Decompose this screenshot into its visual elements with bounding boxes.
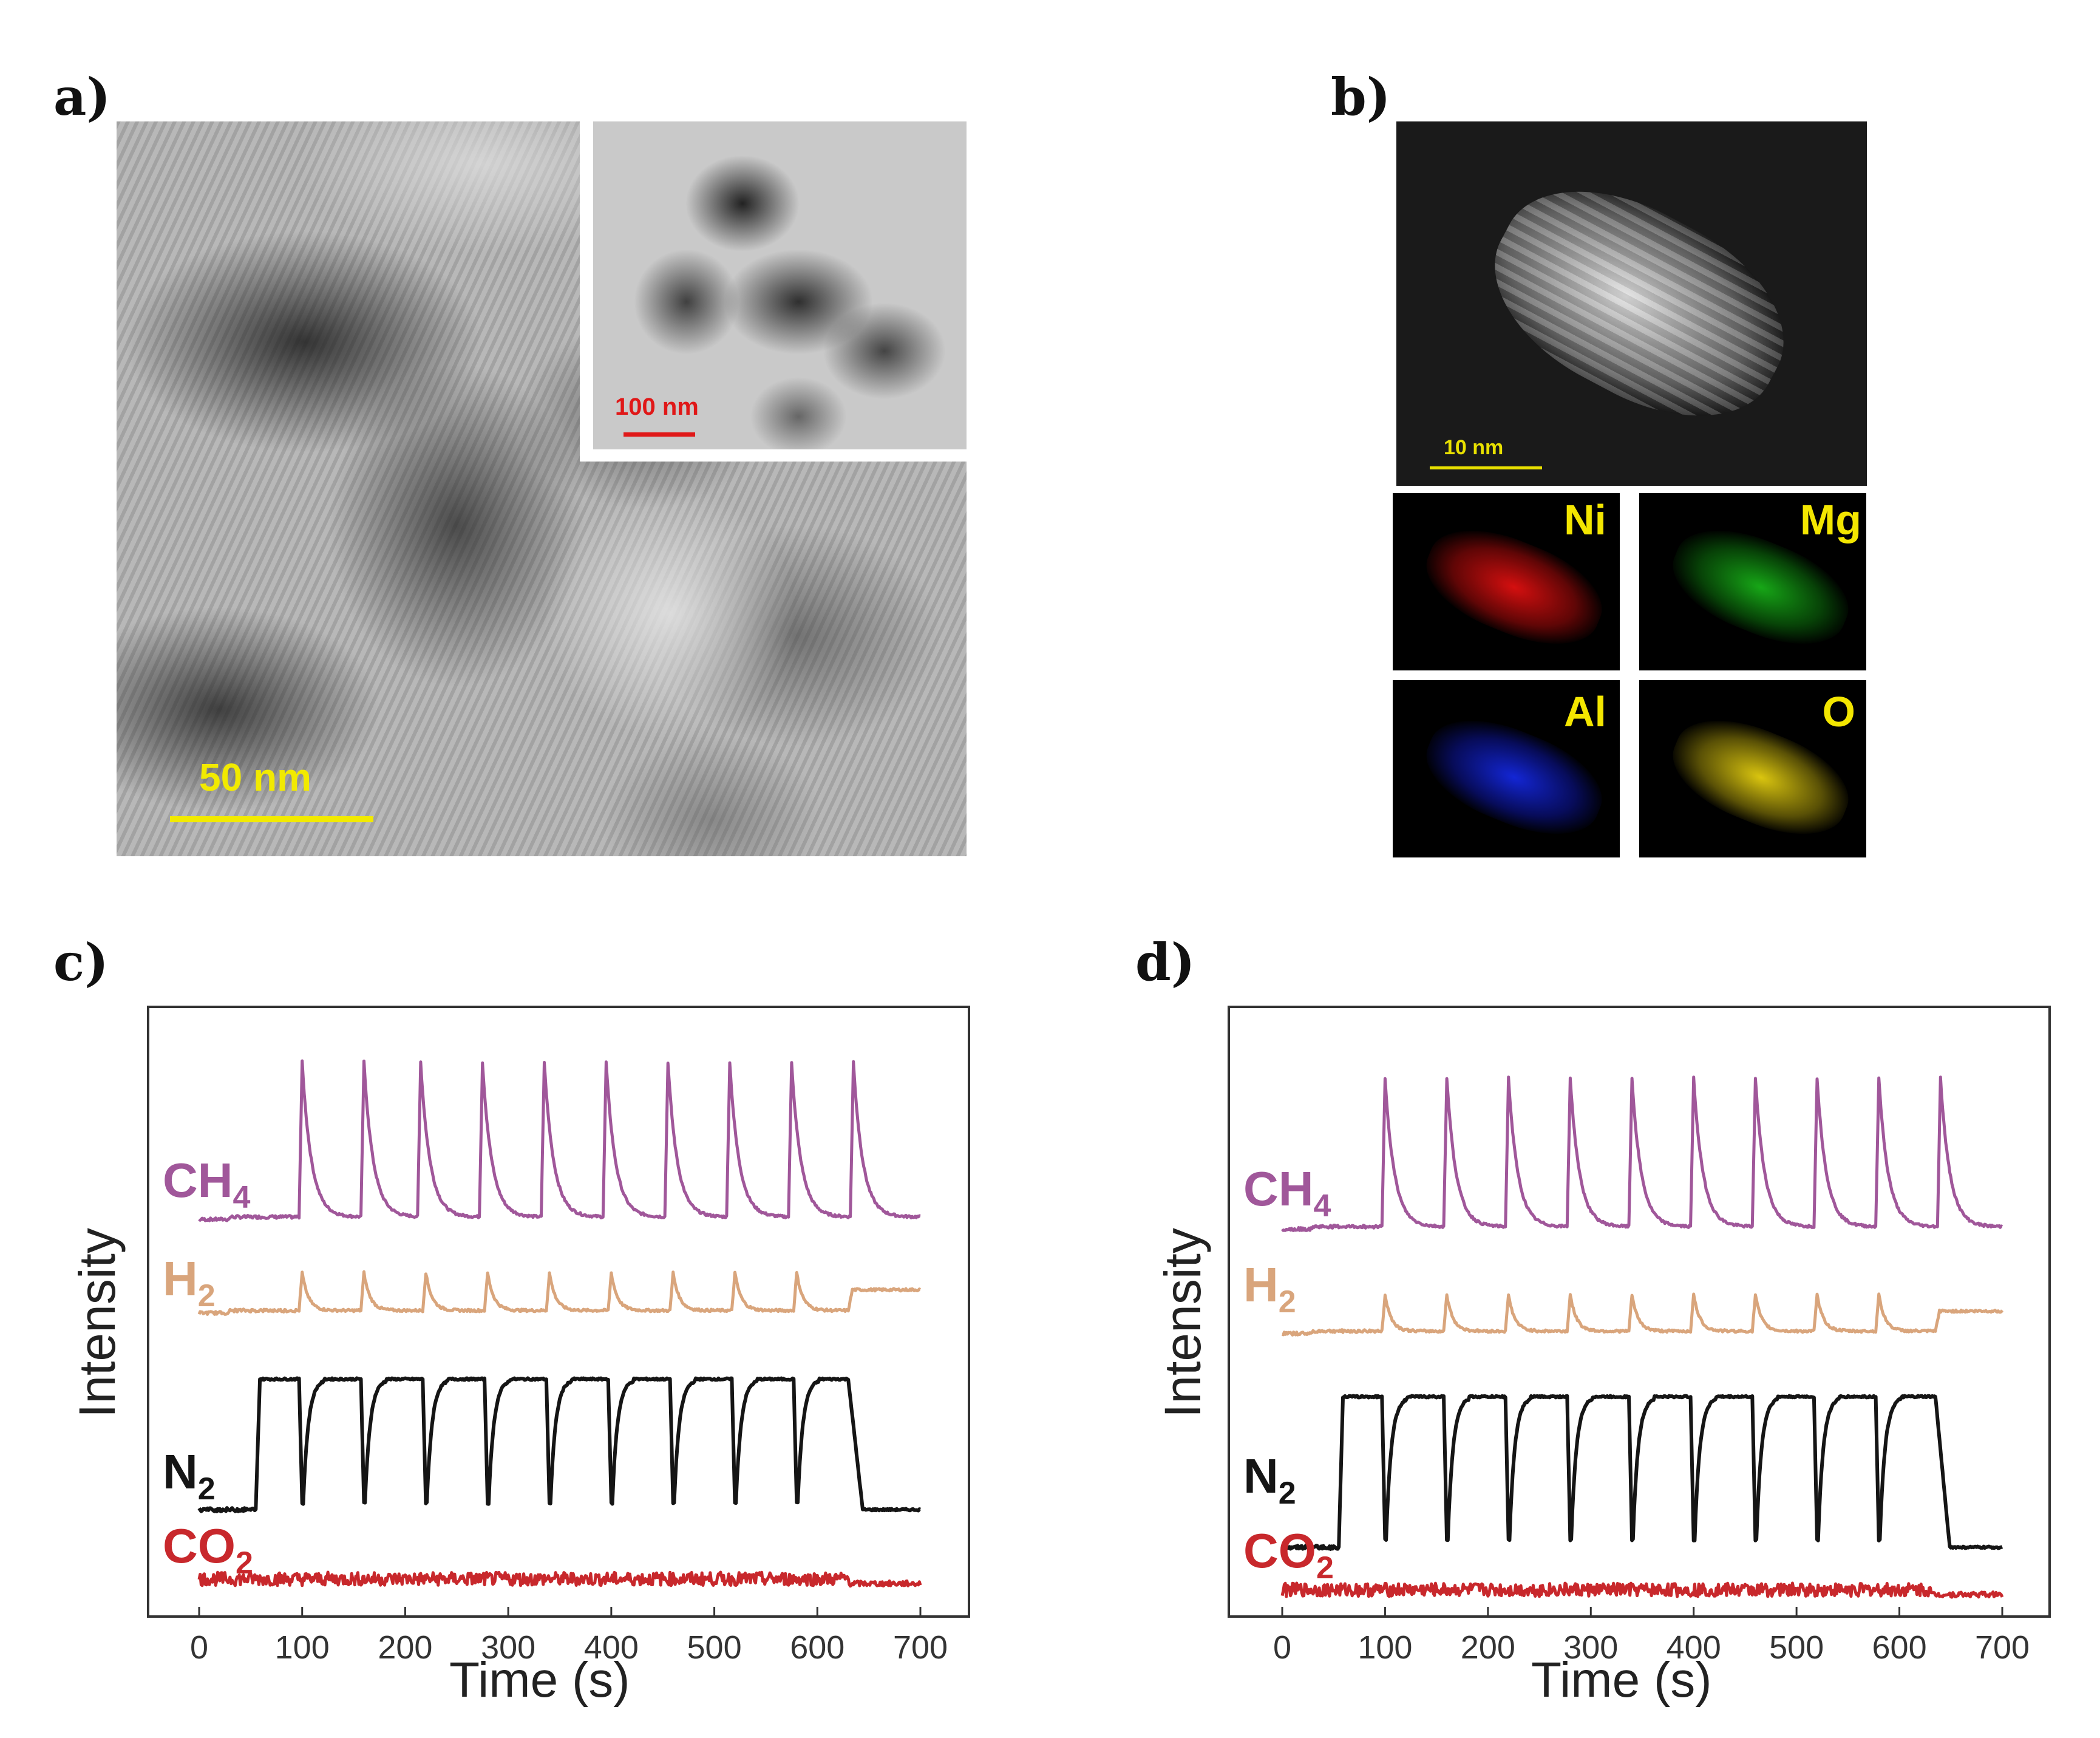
chart-d-series-n2 xyxy=(1280,1394,2003,1551)
tem-inset: 100 nm xyxy=(580,121,967,462)
chart-c-tick-label-500: 500 xyxy=(687,1629,742,1666)
chart-d-label-co2-sub: 2 xyxy=(1316,1550,1334,1586)
eds-label-al: Al xyxy=(1564,688,1606,735)
panel-c-label: c) xyxy=(53,932,109,992)
chart-d-label-ch4-sub: 4 xyxy=(1313,1188,1331,1224)
chart-d-ylabel: Intensity xyxy=(1154,1228,1211,1418)
inset-scale-bar xyxy=(624,432,695,437)
chart-d-label-ch4: CH4 xyxy=(1243,1161,1331,1224)
chart-c-tick-label-100: 100 xyxy=(274,1629,330,1666)
chart-d-series-co2 xyxy=(1280,1581,2004,1599)
chart-c-label-h2-name: H xyxy=(163,1252,198,1306)
chart-c-tick-label-300: 300 xyxy=(481,1629,536,1666)
chart-d-tick-label-600: 600 xyxy=(1872,1629,1927,1666)
chart-d-label-h2-name: H xyxy=(1243,1258,1279,1312)
chart-c-svg xyxy=(147,1006,970,1618)
main-scale-label: 50 nm xyxy=(199,755,311,799)
eds-label-mg: Mg xyxy=(1799,496,1861,544)
chart-d-label-ch4-name: CH xyxy=(1243,1162,1314,1216)
chart-c-frame xyxy=(147,1006,970,1618)
haadf-image: 10 nm xyxy=(1396,121,1867,486)
inset-scale-label: 100 nm xyxy=(615,394,699,420)
chart-c-series-ch4 xyxy=(198,1059,921,1222)
eds-label-o: O xyxy=(1822,688,1855,735)
tem-inset-image: 100 nm xyxy=(593,121,967,449)
main-scale-bar xyxy=(170,816,373,822)
chart-d-label-h2-sub: 2 xyxy=(1278,1284,1296,1320)
chart-d-tick-label-500: 500 xyxy=(1769,1629,1824,1666)
chart-d-label-co2-name: CO xyxy=(1243,1524,1316,1578)
chart-d-label-co2: CO2 xyxy=(1243,1523,1334,1586)
chart-d-label-n2: N2 xyxy=(1243,1448,1296,1511)
chart-c-label-ch4-name: CH xyxy=(163,1153,233,1207)
chart-c-tick-label-700: 700 xyxy=(892,1629,948,1666)
chart-c-label-n2: N2 xyxy=(163,1444,216,1507)
chart-d-tick-label-200: 200 xyxy=(1460,1629,1515,1666)
eds-map-al: Al xyxy=(1393,680,1620,857)
chart-c-ylabel: Intensity xyxy=(69,1228,126,1418)
chart-d-tick-label-0: 0 xyxy=(1273,1629,1292,1666)
chart-d-xlabel: Time (s) xyxy=(1531,1652,1712,1708)
chart-c-tick-label-0: 0 xyxy=(189,1629,209,1666)
panel-a-label: a) xyxy=(53,67,111,127)
chart-d-tick-label-700: 700 xyxy=(1974,1629,2030,1666)
haadf-scale-bar xyxy=(1430,466,1542,469)
chart-c-label-ch4: CH4 xyxy=(163,1153,250,1216)
chart-d-label-n2-sub: 2 xyxy=(1278,1476,1296,1511)
chart-c-tick-label-400: 400 xyxy=(583,1629,639,1666)
chart-c-xlabel: Time (s) xyxy=(449,1652,630,1708)
haadf-particle xyxy=(1462,152,1816,455)
chart-d-label-h2: H2 xyxy=(1243,1257,1296,1320)
chart-c-tick-label-200: 200 xyxy=(378,1629,433,1666)
eds-map-ni: Ni xyxy=(1393,493,1620,670)
chart-d-series-ch4 xyxy=(1281,1075,2003,1232)
chart-c-series-n2 xyxy=(197,1376,922,1513)
chart-c-label-co2-name: CO xyxy=(163,1519,236,1573)
chart-d-tick-label-300: 300 xyxy=(1563,1629,1619,1666)
eds-map-o: O xyxy=(1639,680,1866,857)
chart-c-label-n2-name: N xyxy=(163,1445,198,1499)
chart-c-label-n2-sub: 2 xyxy=(197,1471,216,1507)
chart-c: Intensity Time (s) CH4 H2 N2 CO2 0 100 200… xyxy=(69,1006,970,1708)
chart-d-tick-label-400: 400 xyxy=(1666,1629,1721,1666)
tem-light-region xyxy=(542,486,797,741)
chart-c-series-co2 xyxy=(197,1570,922,1588)
chart-d-tick-label-100: 100 xyxy=(1358,1629,1413,1666)
chart-c-tick-label-600: 600 xyxy=(790,1629,845,1666)
chart-c-label-h2-sub: 2 xyxy=(197,1278,216,1314)
eds-label-ni: Ni xyxy=(1564,496,1606,544)
chart-d-series-h2 xyxy=(1282,1292,2004,1337)
chart-c-label-co2: CO2 xyxy=(163,1518,253,1581)
panel-d-label: d) xyxy=(1135,932,1195,992)
chart-c-label-ch4-sub: 4 xyxy=(233,1180,251,1216)
chart-d-label-n2-name: N xyxy=(1243,1449,1279,1503)
chart-d-frame xyxy=(1228,1006,2051,1618)
chart-c-label-h2: H2 xyxy=(163,1251,216,1314)
chart-c-series-h2 xyxy=(197,1270,921,1316)
haadf-scale-label: 10 nm xyxy=(1444,436,1504,459)
chart-c-label-co2-sub: 2 xyxy=(236,1545,253,1581)
eds-map-mg: Mg xyxy=(1639,493,1866,670)
panel-b-label: b) xyxy=(1331,67,1391,127)
